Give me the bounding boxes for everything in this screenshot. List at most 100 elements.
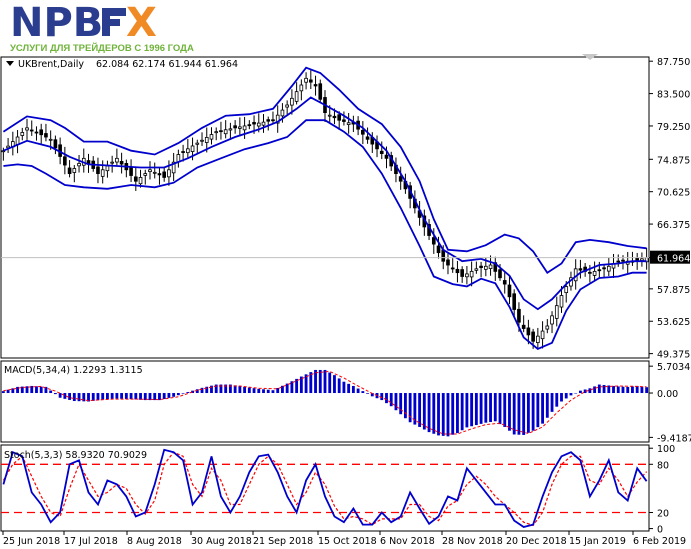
time-tick-label: 21 Sep 2018 <box>253 536 313 547</box>
macd-bar <box>228 384 232 394</box>
macd-bar <box>106 393 109 400</box>
candle <box>512 289 517 317</box>
macd-bar <box>389 393 393 407</box>
macd-bar <box>422 393 426 430</box>
candle <box>479 261 483 278</box>
candle <box>63 146 67 175</box>
macd-bar <box>498 393 502 425</box>
stoch-panel-frame <box>0 444 650 532</box>
candle <box>275 105 280 133</box>
macd-bar <box>503 393 507 427</box>
macd-bar <box>347 383 351 394</box>
macd-bar <box>87 393 90 402</box>
macd-bar <box>304 374 308 394</box>
macd-bar <box>550 393 554 412</box>
candle <box>261 114 266 133</box>
stoch-tick-label: 0 <box>657 525 663 536</box>
time-tick-label: 6 Nov 2018 <box>380 536 435 547</box>
candle <box>465 265 469 285</box>
candle <box>219 121 223 140</box>
candle <box>148 161 152 180</box>
macd-bar <box>333 375 336 394</box>
candle <box>105 160 110 178</box>
candle <box>573 259 578 290</box>
candle <box>394 157 398 183</box>
candle <box>195 139 200 153</box>
macd-bar <box>413 393 417 425</box>
macd-bar <box>612 385 615 394</box>
candle <box>365 127 370 144</box>
time-tick-label: 30 Aug 2018 <box>191 536 252 547</box>
candle <box>20 127 25 141</box>
macd-bar <box>418 393 422 427</box>
candle <box>446 253 450 275</box>
macd-bar <box>91 393 95 401</box>
candle <box>550 311 554 334</box>
macd-bar <box>493 393 497 422</box>
macd-bar <box>63 393 67 399</box>
candle <box>223 120 228 139</box>
candle <box>77 155 81 173</box>
candle <box>379 141 384 160</box>
macd-tick-label: 0.00 <box>657 389 678 400</box>
price-panel: 87.750 83.500 79.250 74.875 70.625 66.375 61.9… <box>1 54 690 361</box>
time-axis: 25 Jun 2018 17 Jul 2018 8 Aug 2018 30 Aug 2… <box>2 531 686 547</box>
candle <box>152 162 157 179</box>
macd-bar <box>602 385 606 394</box>
macd-bar <box>555 393 559 407</box>
candle <box>488 255 493 276</box>
candle <box>455 260 460 283</box>
time-tick-label: 28 Nov 2018 <box>442 536 503 547</box>
candle <box>271 111 275 124</box>
candle <box>6 137 10 153</box>
candle <box>559 286 564 313</box>
candle <box>129 159 133 183</box>
macd-bar <box>219 384 223 394</box>
candle <box>422 209 427 236</box>
macd-bar <box>143 393 147 401</box>
macd-bar <box>6 389 10 394</box>
logo-text-left: NPB <box>10 0 103 46</box>
candle <box>133 166 138 191</box>
candle <box>318 79 323 103</box>
macd-bar <box>531 393 535 431</box>
candle <box>115 148 119 166</box>
macd-bar <box>58 393 62 398</box>
macd-bar <box>451 393 455 435</box>
stochastic-main-line <box>2 448 648 528</box>
macd-bar <box>39 386 43 394</box>
macd-bar <box>323 369 327 394</box>
macd-bar <box>314 369 317 394</box>
candle <box>592 261 597 281</box>
macd-bar <box>53 393 57 395</box>
candle <box>11 131 15 156</box>
candle <box>644 247 649 270</box>
candle <box>299 79 304 101</box>
bollinger-lower <box>3 119 647 350</box>
macd-bar <box>522 393 526 435</box>
macd-bar <box>616 386 620 394</box>
macd-bar <box>195 389 199 394</box>
macd-bar <box>441 393 445 436</box>
dropdown-triangle-icon[interactable] <box>6 61 14 66</box>
macd-bar <box>290 381 294 394</box>
macd-bar <box>574 393 578 394</box>
macd-bar <box>394 393 398 411</box>
macd-bar <box>124 393 128 399</box>
candle <box>110 155 114 173</box>
candle <box>186 139 190 158</box>
macd-bar <box>243 386 247 394</box>
candle <box>351 115 356 133</box>
price-tick-label: 79.250 <box>657 122 690 133</box>
candle <box>200 132 204 146</box>
macd-bar <box>512 393 516 435</box>
macd-bar <box>285 383 289 394</box>
macd-bar <box>252 388 256 394</box>
logo-text-right: X <box>126 0 157 46</box>
macd-axis: 5.7034 0.00 -9.4187 <box>649 362 691 444</box>
candle <box>81 148 86 173</box>
price-title: UKBrent,Daily 62.084 62.174 61.944 61.96… <box>6 59 238 70</box>
candle <box>39 123 44 144</box>
candle <box>375 135 379 158</box>
macd-bar <box>479 393 483 424</box>
